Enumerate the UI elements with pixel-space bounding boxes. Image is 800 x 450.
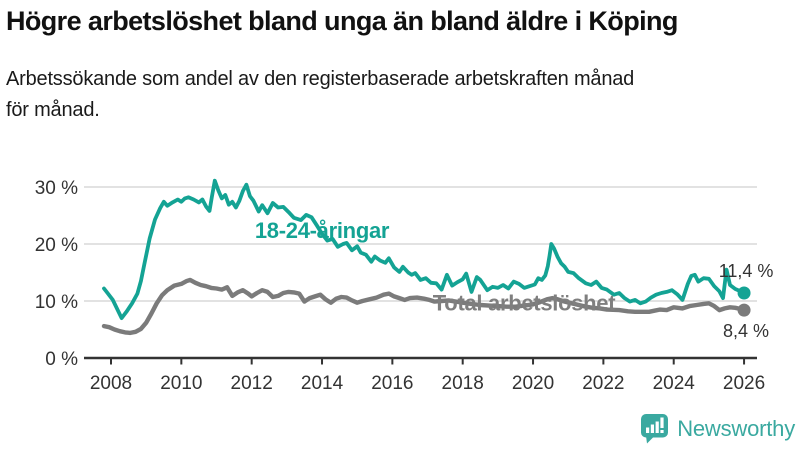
- x-axis-label: 2018: [442, 373, 484, 394]
- series-end-value-label: 8,4 %: [723, 321, 769, 341]
- x-axis-label: 2010: [160, 373, 202, 394]
- x-axis-label: 2008: [90, 373, 132, 394]
- series-end-dot: [737, 286, 751, 300]
- series-end-dot: [737, 303, 751, 317]
- x-axis-label: 2016: [371, 373, 413, 394]
- y-axis-label: 20 %: [35, 235, 78, 256]
- y-axis-label: 30 %: [35, 178, 78, 199]
- series-line-total: [101, 277, 747, 336]
- series-end-value-label: 11,4 %: [719, 261, 774, 281]
- x-axis-label: 2012: [231, 373, 273, 394]
- x-axis-label: 2022: [582, 373, 624, 394]
- x-axis-label: 2014: [301, 373, 344, 394]
- x-axis-label: 2026: [723, 373, 765, 394]
- bar-chart-speech-bubble-icon: [641, 414, 669, 444]
- series-line-youth: [102, 178, 746, 321]
- series-name-label: 18-24-åringar: [255, 218, 390, 243]
- x-axis-label: 2024: [653, 373, 696, 394]
- y-axis-label: 10 %: [35, 292, 78, 313]
- brand-name: Newsworthy: [677, 415, 795, 441]
- page-title: Högre arbetslöshet bland unga än bland ä…: [6, 6, 678, 36]
- y-axis-label: 0 %: [45, 349, 78, 370]
- newsworthy-logo: Newsworthy: [640, 413, 795, 444]
- x-axis-label: 2020: [512, 373, 554, 394]
- page-subtitle: Arbetssökande som andel av den registerb…: [6, 68, 635, 121]
- series-name-label: Total arbetslöshet: [433, 290, 616, 315]
